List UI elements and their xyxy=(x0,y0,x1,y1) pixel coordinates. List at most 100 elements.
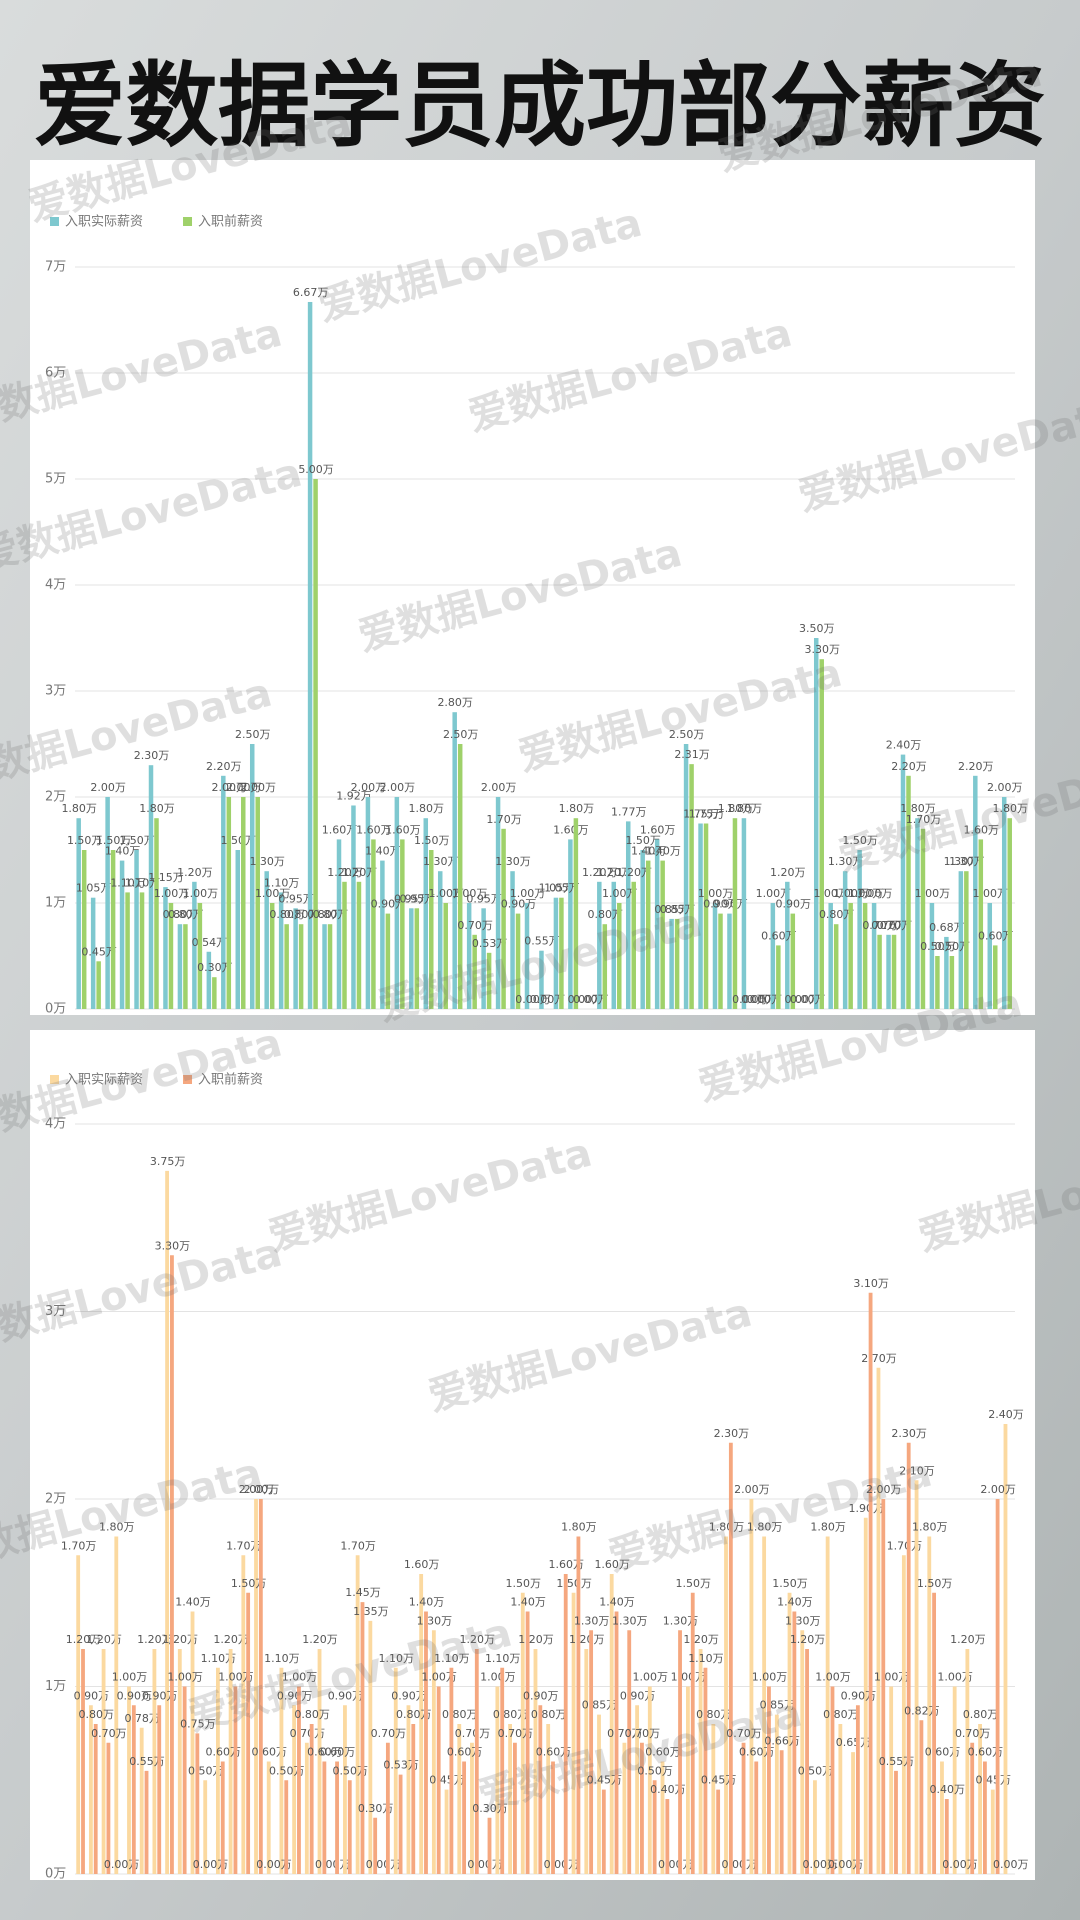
data-label: 1.30万 xyxy=(612,1614,648,1627)
bar xyxy=(597,1714,601,1874)
data-label: 1.60万 xyxy=(553,823,589,836)
bar xyxy=(195,1733,200,1874)
data-label: 1.30万 xyxy=(785,1614,821,1627)
bar xyxy=(457,744,463,1009)
bar xyxy=(101,1649,106,1874)
data-label: 1.60万 xyxy=(404,1558,440,1571)
bar xyxy=(1007,818,1012,1009)
data-label: 0.68万 xyxy=(929,921,965,934)
bar xyxy=(987,903,993,1009)
data-label: 2.40万 xyxy=(988,1408,1024,1421)
page-title: 爱数据学员成功部分薪资 xyxy=(34,52,1046,159)
data-label: 0.85万 xyxy=(660,903,696,916)
bar xyxy=(601,1789,606,1874)
bar xyxy=(127,1686,131,1874)
bar xyxy=(597,881,602,1009)
bar xyxy=(645,860,651,1009)
data-label: 0.66万 xyxy=(764,1734,800,1747)
data-label: 1.50万 xyxy=(625,834,661,847)
bar xyxy=(546,1724,551,1874)
data-label: 0.80万 xyxy=(284,908,320,921)
bar xyxy=(81,1649,85,1874)
bar xyxy=(703,1667,708,1874)
bar xyxy=(365,797,371,1009)
data-label: 2.50万 xyxy=(443,728,479,741)
data-label: 6.67万 xyxy=(293,286,329,299)
data-label: 0.90万 xyxy=(712,898,748,911)
bar xyxy=(776,945,781,1009)
bar xyxy=(76,1555,81,1874)
bar xyxy=(220,1761,225,1874)
data-label: 1.80万 xyxy=(992,802,1028,815)
bar xyxy=(825,1536,830,1874)
bar xyxy=(919,1720,924,1874)
bar xyxy=(625,821,631,1009)
data-label: 1.35万 xyxy=(353,1605,389,1618)
bar xyxy=(90,897,96,1009)
data-label: 1.77万 xyxy=(611,805,647,818)
data-label: 0.40万 xyxy=(930,1783,966,1796)
bar xyxy=(335,1761,339,1874)
data-label: 2.00万 xyxy=(351,781,387,794)
data-label: 0.90万 xyxy=(391,1689,427,1702)
y-tick-label: 6万 xyxy=(45,366,66,381)
bar xyxy=(589,1630,594,1874)
data-label: 0.00万 xyxy=(573,993,609,1006)
bar xyxy=(152,1649,157,1874)
bar xyxy=(373,1817,378,1874)
data-label: 0.90万 xyxy=(841,1689,877,1702)
data-label: 1.20万 xyxy=(518,1633,554,1646)
data-label: 1.60万 xyxy=(385,823,421,836)
bar xyxy=(125,892,130,1009)
data-label: 0.70万 xyxy=(877,919,913,932)
data-label: 1.00万 xyxy=(857,887,893,900)
data-label: 1.30万 xyxy=(944,855,980,868)
bar xyxy=(309,1724,314,1874)
data-label: 0.60万 xyxy=(536,1746,572,1759)
data-label: 1.00万 xyxy=(833,887,869,900)
data-label: 0.80万 xyxy=(168,908,204,921)
data-label: 1.05万 xyxy=(544,882,580,895)
data-label: 2.30万 xyxy=(891,1427,927,1440)
data-label: 1.20万 xyxy=(86,1633,122,1646)
bar xyxy=(906,775,911,1009)
bar xyxy=(665,1799,670,1874)
bar xyxy=(964,871,969,1009)
bar xyxy=(322,924,327,1009)
bar xyxy=(148,765,154,1009)
data-label: 1.20万 xyxy=(66,1633,102,1646)
data-label: 1.10万 xyxy=(379,1652,415,1665)
data-label: 0.53万 xyxy=(472,937,508,950)
data-label: 0.70万 xyxy=(625,1727,661,1740)
data-label: 1.00万 xyxy=(510,887,546,900)
bar xyxy=(995,1499,1000,1874)
data-label: 0.80万 xyxy=(588,908,624,921)
bar xyxy=(611,881,617,1009)
bar xyxy=(855,1705,860,1874)
data-label: 2.40万 xyxy=(886,739,922,752)
data-label: 0.60万 xyxy=(645,1746,681,1759)
data-label: 1.00万 xyxy=(154,887,190,900)
bar xyxy=(197,903,203,1009)
bar xyxy=(462,1761,467,1874)
bar xyxy=(512,1742,517,1874)
data-label: 0.65万 xyxy=(836,1736,872,1749)
legend-swatch xyxy=(183,1075,193,1084)
data-label: 1.00万 xyxy=(752,1671,788,1684)
data-label: 1.80万 xyxy=(559,802,595,815)
data-label: 2.00万 xyxy=(226,781,262,794)
data-label: 0.50万 xyxy=(333,1764,369,1777)
bar xyxy=(457,1724,462,1874)
bar xyxy=(894,1770,898,1874)
bar xyxy=(754,1761,759,1874)
data-label: 0.50万 xyxy=(637,1764,673,1777)
bar xyxy=(284,924,289,1009)
data-label: 1.60万 xyxy=(640,823,676,836)
bar xyxy=(443,903,448,1009)
data-label: 1.20万 xyxy=(342,866,378,879)
bar xyxy=(520,1592,525,1874)
data-label: 1.20万 xyxy=(770,866,806,879)
bar xyxy=(119,860,125,1009)
bar xyxy=(472,934,477,1009)
bar xyxy=(525,1611,530,1874)
